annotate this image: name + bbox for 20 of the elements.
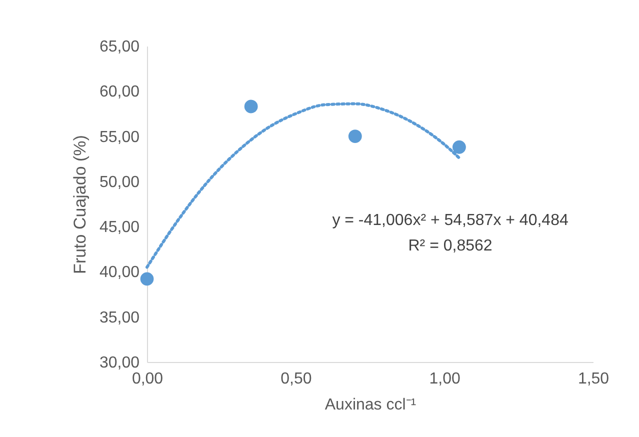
point	[244, 100, 258, 114]
y-tick-label: 65,00	[99, 38, 140, 56]
annotation: R² = 0,8562	[408, 237, 492, 254]
annotation: y = -41,006x² + 54,587x + 40,484	[332, 212, 568, 229]
y-tick-label: 60,00	[99, 84, 140, 101]
x-tick-label: 0,00	[132, 370, 164, 388]
y-tick-label: 45,00	[99, 219, 140, 236]
y-tick-label: 30,00	[99, 354, 140, 372]
x-tick-label: 1,50	[578, 370, 610, 388]
y-tick-label: 35,00	[99, 309, 140, 326]
point	[348, 130, 362, 143]
y-tick-label: 55,00	[99, 128, 140, 146]
y-tick-label: 50,00	[99, 174, 140, 191]
point	[140, 272, 154, 286]
point	[452, 140, 466, 154]
x-axis-title: Auxinas ccl⁻¹	[324, 396, 416, 414]
x-tick-label: 1,00	[429, 370, 461, 388]
x-tick-label: 0,50	[280, 370, 312, 388]
y-tick-label: 40,00	[99, 264, 140, 282]
y-axis-title: Fruto Cuajado (%)	[70, 135, 90, 274]
